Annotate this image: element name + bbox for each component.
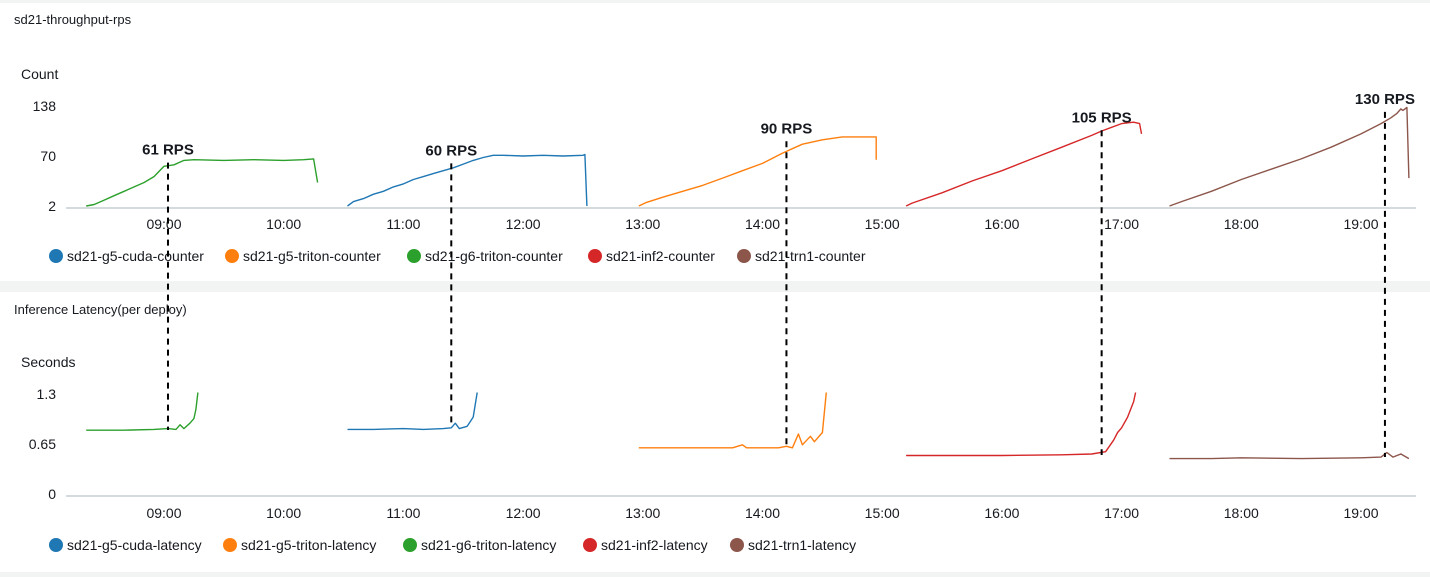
x-tick-label: 17:00 [1104, 505, 1139, 521]
y-tick-label: 70 [40, 148, 56, 164]
legend-label-sd21-g5-cuda: sd21-g5-cuda-counter [67, 248, 204, 264]
legend-label-sd21-g5-triton: sd21-g5-triton-counter [243, 248, 381, 264]
x-tick-label: 13:00 [625, 216, 660, 232]
legend-swatch-sd21-trn1 [737, 249, 751, 263]
legend-label-sd21-inf2: sd21-inf2-counter [606, 248, 715, 264]
y-tick-label: 0 [48, 486, 56, 502]
legend-label-sd21-trn1: sd21-trn1-latency [748, 537, 856, 553]
series-line-sd21-g5-triton [638, 136, 877, 207]
series-line-sd21-g5-triton [638, 392, 827, 449]
rps-annotation-label: 105 RPS [1072, 109, 1132, 126]
series-line-sd21-trn1 [1169, 451, 1410, 460]
legend-label-sd21-trn1: sd21-trn1-counter [755, 248, 866, 264]
legend-label-sd21-inf2: sd21-inf2-latency [601, 537, 708, 553]
series-line-sd21-g5-cuda [347, 392, 478, 431]
x-tick-label: 15:00 [865, 216, 900, 232]
legend-swatch-sd21-g5-triton [225, 249, 239, 263]
y-tick-label: 138 [33, 98, 57, 114]
x-tick-label: 16:00 [984, 505, 1019, 521]
legend-swatch-sd21-inf2 [588, 249, 602, 263]
rps-annotation-label: 90 RPS [761, 120, 813, 137]
y-axis-unit-label: Count [21, 66, 58, 82]
x-tick-label: 11:00 [386, 216, 420, 232]
legend-swatch-sd21-g6-triton [407, 249, 421, 263]
rps-annotation-label: 61 RPS [142, 142, 194, 159]
x-tick-label: 10:00 [266, 505, 301, 521]
series-line-sd21-g6-triton [86, 392, 199, 431]
legend-swatch-sd21-g5-triton [223, 538, 237, 552]
y-tick-label: 2 [48, 198, 56, 214]
x-tick-label: 14:00 [745, 216, 780, 232]
legend-swatch-sd21-inf2 [583, 538, 597, 552]
x-tick-label: 15:00 [865, 505, 900, 521]
x-tick-label: 14:00 [745, 505, 780, 521]
x-tick-label: 11:00 [386, 505, 420, 521]
legend-swatch-sd21-g5-cuda [49, 538, 63, 552]
legend-swatch-sd21-g6-triton [403, 538, 417, 552]
throughput-panel-title: sd21-throughput-rps [14, 12, 132, 27]
x-tick-label: 10:00 [266, 216, 301, 232]
series-line-sd21-inf2 [905, 121, 1143, 207]
x-tick-label: 18:00 [1224, 505, 1259, 521]
rps-annotation-label: 60 RPS [425, 142, 477, 159]
x-tick-label: 12:00 [506, 505, 541, 521]
series-line-sd21-inf2 [906, 392, 1137, 457]
legend-label-sd21-g5-triton: sd21-g5-triton-latency [241, 537, 376, 553]
x-tick-label: 09:00 [146, 216, 181, 232]
latency-panel-title: Inference Latency(per deploy) [14, 302, 187, 317]
latency-panel: Inference Latency(per deploy) [0, 292, 1430, 572]
x-tick-label: 19:00 [1343, 505, 1378, 521]
x-tick-label: 17:00 [1104, 216, 1139, 232]
y-axis-unit-label: Seconds [21, 354, 75, 370]
legend-label-sd21-g6-triton: sd21-g6-triton-latency [421, 537, 556, 553]
x-tick-label: 12:00 [506, 216, 541, 232]
series-line-sd21-g6-triton [86, 158, 319, 207]
y-tick-label: 0.65 [29, 436, 56, 452]
legend-swatch-sd21-g5-cuda [49, 249, 63, 263]
x-tick-label: 18:00 [1224, 216, 1259, 232]
rps-annotation-label: 130 RPS [1355, 91, 1415, 108]
x-tick-label: 19:00 [1343, 216, 1378, 232]
x-tick-label: 16:00 [984, 216, 1019, 232]
x-tick-label: 13:00 [625, 505, 660, 521]
x-tick-label: 09:00 [146, 505, 181, 521]
legend-label-sd21-g5-cuda: sd21-g5-cuda-latency [67, 537, 202, 553]
throughput-panel: sd21-throughput-rps [0, 3, 1430, 281]
legend-label-sd21-g6-triton: sd21-g6-triton-counter [425, 248, 563, 264]
series-line-sd21-g5-cuda [347, 153, 588, 207]
series-line-sd21-trn1 [1169, 106, 1410, 207]
legend-swatch-sd21-trn1 [730, 538, 744, 552]
y-tick-label: 1.3 [37, 386, 57, 402]
